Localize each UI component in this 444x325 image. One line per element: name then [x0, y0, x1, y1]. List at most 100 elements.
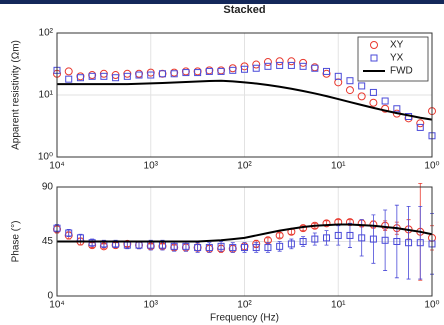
marker	[252, 64, 260, 72]
marker	[311, 64, 319, 72]
axes-frame	[56, 32, 433, 158]
marker	[287, 61, 295, 69]
marker	[135, 71, 143, 79]
legend-label: XY	[390, 40, 404, 51]
marker	[65, 229, 73, 237]
x-tick-label: 10⁰	[424, 300, 439, 311]
marker	[88, 239, 96, 247]
marker	[229, 244, 237, 252]
marker	[299, 62, 307, 70]
marker	[275, 57, 284, 66]
legend-symbol	[370, 41, 378, 49]
y-tick-label: 0	[47, 291, 53, 302]
x-tick-label: 10⁴	[49, 300, 64, 311]
marker	[205, 67, 213, 75]
y-axis-label: Phase (°)	[11, 221, 22, 263]
marker	[276, 61, 284, 69]
error-bar	[371, 214, 376, 264]
error-bar	[418, 205, 423, 280]
marker	[369, 88, 377, 96]
series-line	[57, 79, 433, 121]
marker	[241, 244, 248, 252]
error-bar	[277, 232, 282, 239]
marker	[182, 69, 190, 77]
y-tick-label: 10¹	[39, 90, 54, 101]
marker	[323, 67, 331, 75]
x-tick-label: 10²	[237, 300, 252, 311]
series-line	[57, 223, 433, 243]
marker	[334, 72, 342, 80]
marker	[158, 70, 166, 78]
error-bar	[324, 230, 329, 246]
legend-label: FWD	[390, 66, 413, 77]
marker	[299, 238, 307, 245]
marker	[217, 242, 225, 250]
error-bar	[383, 209, 388, 271]
marker	[264, 244, 272, 252]
error-bar	[347, 222, 352, 248]
marker	[345, 86, 354, 95]
legend-box	[357, 36, 429, 82]
marker	[287, 240, 295, 248]
marker	[241, 65, 248, 73]
marker	[205, 244, 213, 252]
chart-title: Stacked	[223, 4, 265, 16]
marker	[252, 60, 261, 69]
error-bar	[336, 225, 341, 246]
marker	[393, 105, 401, 113]
marker	[358, 234, 366, 242]
marker	[100, 72, 108, 80]
x-axis-label: Frequency (Hz)	[210, 313, 279, 324]
marker	[334, 231, 342, 239]
marker	[346, 77, 354, 85]
marker	[381, 104, 390, 113]
marker	[393, 238, 401, 245]
window-strip	[0, 0, 444, 4]
error-bar	[90, 238, 95, 247]
x-tick-label: 10³	[144, 161, 159, 172]
marker	[369, 98, 378, 107]
marker	[65, 75, 73, 83]
marker	[76, 74, 84, 82]
y-axis-label: Apparent resistivity (Ωm)	[11, 40, 22, 150]
marker	[405, 239, 413, 247]
legend-symbol	[370, 54, 378, 62]
y-tick-label: 90	[42, 182, 54, 193]
axes-frame	[56, 186, 433, 297]
marker	[170, 242, 178, 250]
marker	[112, 74, 120, 82]
marker	[229, 66, 237, 74]
error-bar	[312, 232, 317, 246]
marker	[369, 235, 377, 243]
marker	[287, 57, 296, 66]
error-bar	[66, 228, 71, 238]
marker	[263, 58, 272, 67]
marker	[346, 231, 354, 239]
x-tick-label: 10⁴	[49, 161, 64, 172]
error-bar	[406, 205, 411, 280]
legend-label: YX	[390, 53, 404, 64]
marker	[311, 235, 319, 243]
marker	[194, 69, 202, 77]
marker	[275, 231, 284, 240]
marker	[64, 67, 73, 76]
error-bar	[394, 204, 399, 279]
marker	[147, 71, 155, 79]
marker	[170, 70, 178, 78]
marker	[194, 244, 202, 252]
x-tick-label: 10¹	[331, 161, 346, 172]
y-tick-label: 10²	[39, 28, 54, 39]
y-tick-label: 45	[42, 236, 54, 247]
marker	[276, 242, 284, 250]
marker	[358, 82, 366, 90]
marker	[323, 234, 331, 242]
marker	[217, 67, 225, 75]
marker	[264, 62, 272, 70]
marker	[416, 119, 425, 128]
marker	[322, 219, 331, 228]
marker	[182, 242, 190, 250]
x-tick-label: 10⁰	[424, 161, 439, 172]
marker	[88, 72, 96, 80]
marker	[252, 244, 260, 252]
